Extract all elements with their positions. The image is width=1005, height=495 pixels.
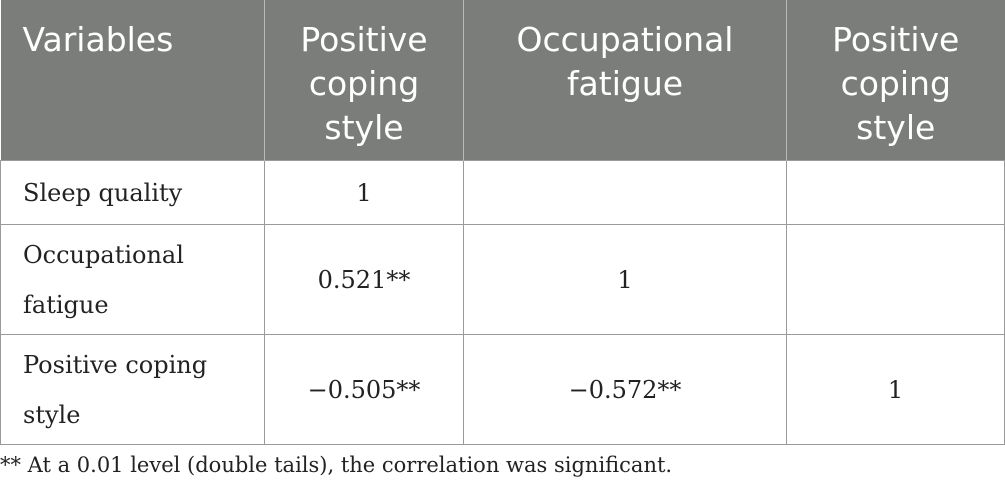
header-row: Variables Positive coping style Occupati… (0, 0, 1005, 161)
cell-value (463, 160, 787, 225)
table-row: Sleep quality 1 (0, 160, 1005, 225)
cell-value: 0.521** (264, 224, 464, 335)
cell-value: 1 (264, 160, 464, 225)
cell-value (786, 160, 1005, 225)
cell-value (786, 224, 1005, 335)
correlation-table-container: Variables Positive coping style Occupati… (0, 0, 1005, 445)
cell-value: −0.505** (264, 334, 464, 445)
table-body: Sleep quality 1 Occupational fatigue 0.5… (0, 160, 1005, 445)
cell-value: −0.572** (463, 334, 787, 445)
row-label-sleep-quality: Sleep quality (0, 160, 265, 225)
table-row: Positive coping style −0.505** −0.572** … (0, 334, 1005, 445)
table-row: Occupational fatigue 0.521** 1 (0, 224, 1005, 335)
cell-value: 1 (463, 224, 787, 335)
row-label-occupational-fatigue: Occupational fatigue (0, 224, 265, 335)
header-occupational-fatigue: Occupational fatigue (463, 0, 787, 161)
correlation-table: Variables Positive coping style Occupati… (0, 0, 1005, 445)
cell-value: 1 (786, 334, 1005, 445)
header-positive-coping-style-2: Positive coping style (786, 0, 1005, 161)
table-header: Variables Positive coping style Occupati… (0, 0, 1005, 161)
header-positive-coping-style: Positive coping style (264, 0, 464, 161)
row-label-positive-coping-style: Positive coping style (0, 334, 265, 445)
header-variables: Variables (0, 0, 265, 161)
table-footnote: ** At a 0.01 level (double tails), the c… (0, 453, 673, 477)
